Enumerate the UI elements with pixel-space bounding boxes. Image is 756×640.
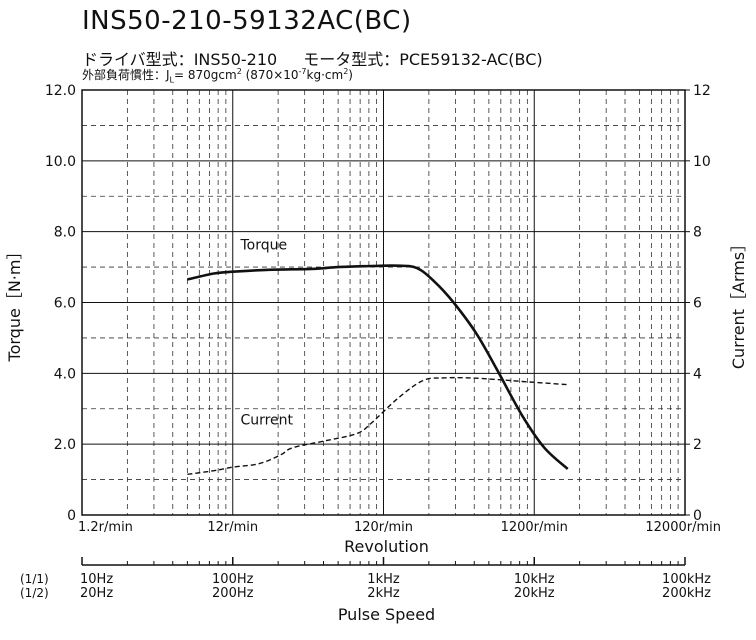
pulse-axis-title: Pulse Speed <box>338 605 435 624</box>
driver-model-label: ドライバ型式： <box>82 50 194 69</box>
pulse-tick-label: 2kHz <box>367 586 400 601</box>
inertia-value-c: kg·cm <box>306 68 344 82</box>
pulse-tick-label: 1kHz <box>367 572 400 587</box>
x-axis-title: Revolution <box>344 537 429 556</box>
y-right-tick-label: 0 <box>693 508 702 524</box>
inertia-sup-a: 2 <box>236 67 242 76</box>
pulse-tick-label: 200Hz <box>212 586 254 601</box>
pulse-tick-label: 10Hz <box>80 572 113 587</box>
y-left-tick-label: 2.0 <box>54 437 76 453</box>
pulse-tick-label: 10kHz <box>514 572 555 587</box>
y-left-axis-title: Torque［N·m］ <box>5 244 24 363</box>
x-tick-label: 12r/min <box>207 520 258 535</box>
inertia-sub: L <box>169 75 175 85</box>
pulse-row-label: (1/1) <box>20 572 49 586</box>
labels: 0 2.0 4.0 6.0 8.0 10.0 12.0 0 2 4 6 8 10 12 1.2r/min 12… <box>5 83 748 624</box>
y-right-axis-title: Current［Arms］ <box>729 236 748 369</box>
pulse-row-label: (1/2) <box>20 586 49 600</box>
pulse-tick-label: 200kHz <box>662 586 711 601</box>
pulse-tick-label: 100Hz <box>212 572 254 587</box>
series-label-current: Current <box>240 413 293 429</box>
y-right-tick-label: 8 <box>693 225 702 241</box>
inertia-value-a: = 870gcm <box>174 68 237 82</box>
chart-title: INS50-210-59132AC(BC) <box>82 6 412 36</box>
inertia-value-d: ) <box>348 68 353 82</box>
chart-subtitle-models: ドライバ型式：INS50-210 モータ型式：PCE59132-AC(BC) <box>82 46 543 70</box>
y-right-tick-label: 6 <box>693 296 702 312</box>
driver-model-value: INS50-210 <box>193 50 278 69</box>
y-right-tick-label: 2 <box>693 437 702 453</box>
grid <box>82 90 685 515</box>
y-left-tick-label: 8.0 <box>54 225 76 241</box>
y-left-tick-label: 12.0 <box>45 83 76 99</box>
inertia-sup-b: -7 <box>298 67 307 76</box>
pulse-tick-label: 20kHz <box>514 586 555 601</box>
y-left-tick-label: 0 <box>67 508 76 524</box>
series-torque-line <box>187 264 569 470</box>
series-label-torque: Torque <box>239 237 287 253</box>
x-tick-label: 12000r/min <box>645 520 721 535</box>
series-current-line <box>187 376 568 475</box>
inertia-note: 外部負荷慣性：JL= 870gcm2 (870×10-7kg·cm2) <box>82 66 353 84</box>
x-tick-label: 120r/min <box>354 520 413 535</box>
inertia-label: 外部負荷慣性：J <box>82 68 170 82</box>
x-tick-label: 1200r/min <box>501 520 568 535</box>
pulse-tick-label: 100kHz <box>662 572 711 587</box>
inertia-sup-c: 2 <box>343 67 349 76</box>
series-layer <box>187 264 569 475</box>
x-tick-label: 1.2r/min <box>78 520 133 535</box>
y-right-tick-label: 10 <box>693 154 711 170</box>
y-left-tick-label: 6.0 <box>54 296 76 312</box>
pulse-tick-label: 20Hz <box>80 586 113 601</box>
y-right-tick-label: 4 <box>693 366 702 382</box>
motor-model-value: PCE59132-AC(BC) <box>399 50 543 69</box>
y-left-tick-label: 10.0 <box>45 154 76 170</box>
motor-model-label: モータ型式： <box>303 50 400 69</box>
y-left-tick-label: 4.0 <box>54 366 76 382</box>
y-right-tick-label: 12 <box>693 83 711 99</box>
inertia-value-b: (870×10 <box>241 68 299 82</box>
